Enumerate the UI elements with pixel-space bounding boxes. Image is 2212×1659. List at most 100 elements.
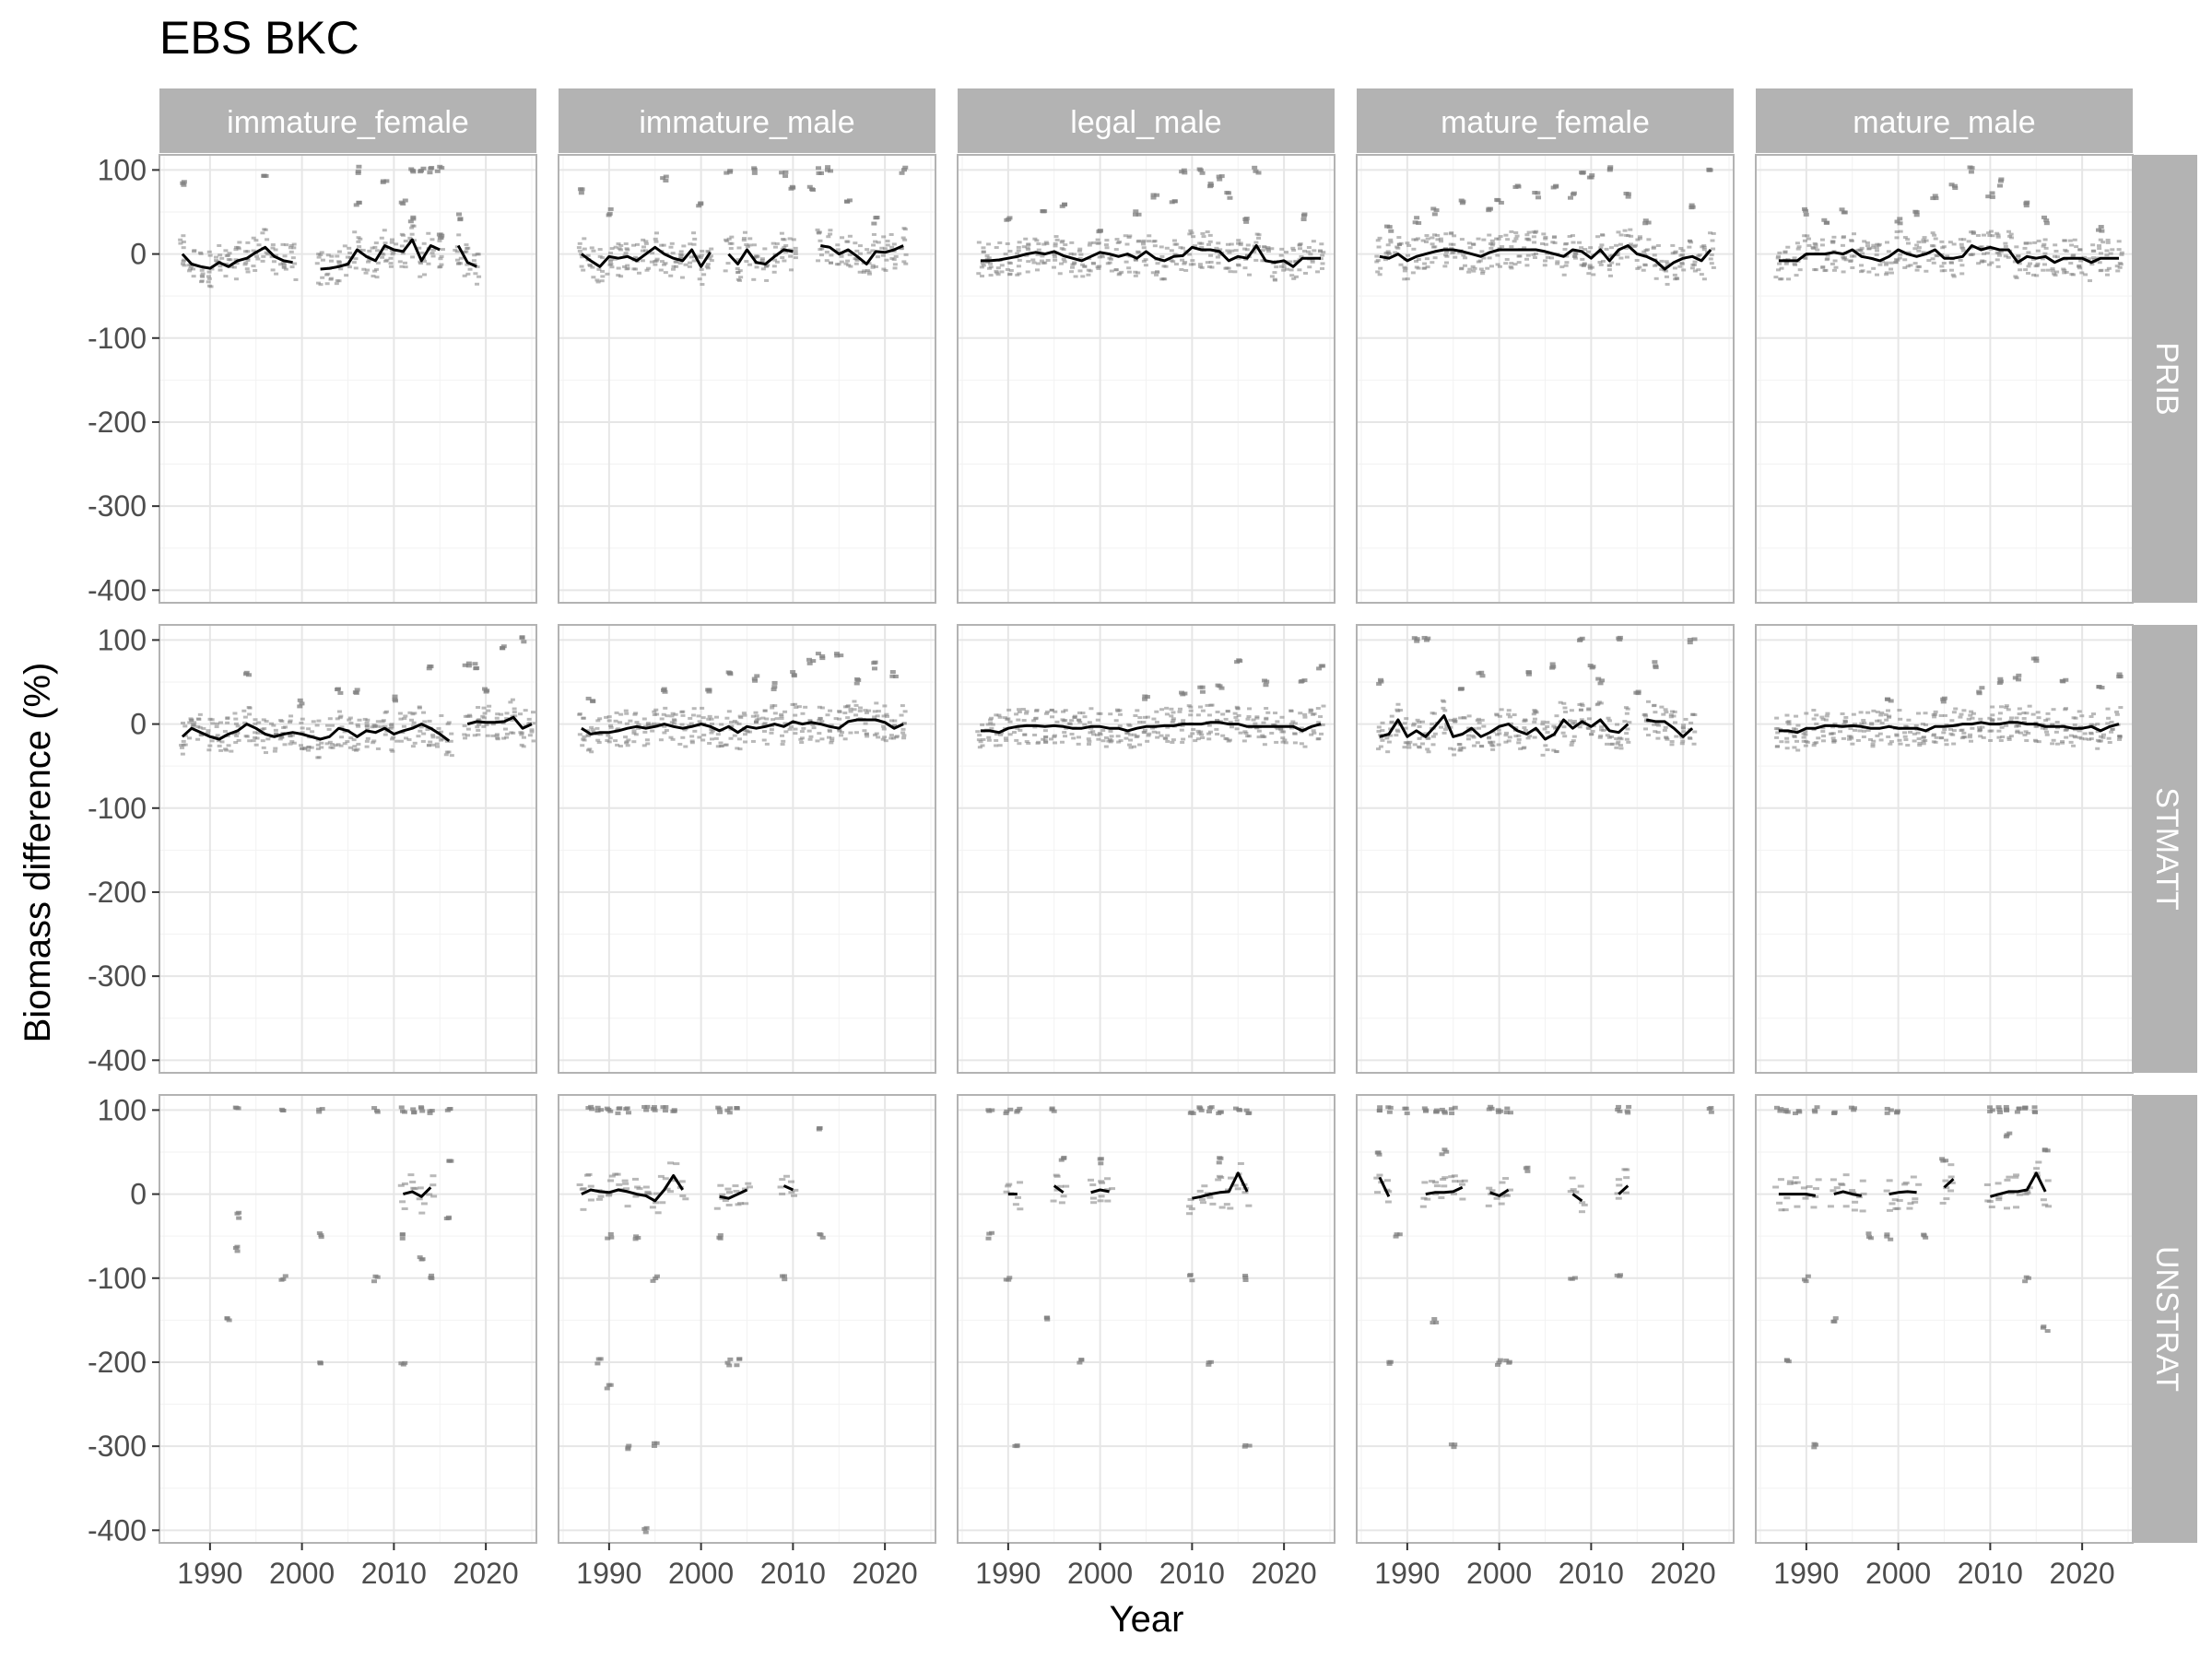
- scatter-point: [181, 182, 187, 187]
- scatter-point: [1794, 274, 1799, 277]
- scatter-point: [1086, 273, 1091, 276]
- panel-border: [1755, 624, 2134, 1074]
- scatter-point: [751, 277, 757, 281]
- scatter-point: [2003, 244, 2008, 248]
- scatter-point: [273, 248, 278, 252]
- scatter-point: [1479, 250, 1485, 253]
- scatter-point: [2021, 717, 2027, 721]
- scatter-point: [427, 664, 433, 668]
- scatter-point: [1535, 195, 1542, 200]
- scatter-point: [437, 239, 442, 242]
- scatter-point: [1051, 265, 1056, 269]
- scatter-point: [799, 730, 805, 734]
- scatter-point: [1099, 1181, 1106, 1184]
- scatter-point: [1007, 733, 1013, 736]
- mean-line: [1378, 1176, 1391, 1197]
- scatter-point: [2009, 236, 2015, 240]
- scatter-point: [724, 240, 730, 243]
- scatter-point: [371, 724, 377, 727]
- scatter-point: [334, 282, 339, 286]
- scatter-point: [425, 728, 430, 732]
- scatter-point: [1154, 193, 1160, 197]
- scatter-point: [653, 231, 659, 235]
- scatter-point: [1883, 263, 1888, 266]
- scatter-point: [2008, 719, 2014, 723]
- scatter-point: [352, 230, 358, 234]
- scatter-point: [1532, 256, 1537, 260]
- scatter-point: [475, 253, 480, 256]
- scatter-point: [1376, 747, 1382, 751]
- scatter-point: [2117, 735, 2123, 738]
- scatter-point: [1463, 256, 1468, 260]
- scatter-point: [1062, 260, 1067, 264]
- scatter-point: [1378, 266, 1383, 270]
- scatter-point: [1532, 241, 1537, 244]
- scatter-point: [1433, 1184, 1441, 1188]
- scatter-point: [1623, 191, 1630, 195]
- scatter-point: [1792, 256, 1797, 260]
- scatter-point: [1794, 739, 1800, 743]
- scatter-point: [1181, 737, 1186, 741]
- scatter-point: [819, 653, 826, 658]
- scatter-point: [428, 166, 434, 171]
- scatter-point: [1792, 1176, 1799, 1180]
- scatter-point: [825, 713, 830, 717]
- scatter-point: [1932, 715, 1937, 719]
- scatter-point: [848, 731, 853, 735]
- scatter-point: [283, 267, 288, 271]
- scatter-point: [817, 718, 822, 722]
- scatter-point: [1805, 1274, 1811, 1278]
- scatter-point: [337, 690, 344, 695]
- scatter-point: [1959, 712, 1964, 716]
- scatter-point: [2032, 241, 2038, 244]
- scatter-point: [1032, 733, 1038, 736]
- panel-prib-legal_male: [957, 154, 1335, 604]
- scatter-point: [373, 1109, 380, 1113]
- scatter-point: [2087, 257, 2092, 261]
- scatter-point: [382, 241, 388, 245]
- scatter-point: [531, 711, 536, 714]
- scatter-point: [618, 745, 623, 748]
- scatter-point: [411, 724, 417, 728]
- scatter-point: [989, 726, 994, 730]
- scatter-point: [1843, 258, 1849, 262]
- scatter-point: [1888, 271, 1894, 275]
- scatter-point: [1865, 728, 1871, 732]
- scatter-point: [1015, 1195, 1022, 1199]
- scatter-point: [1201, 235, 1206, 239]
- scatter-point: [1986, 1105, 1993, 1110]
- scatter-point: [1034, 239, 1040, 242]
- scatter-point: [1977, 728, 1983, 732]
- scatter-point: [1609, 261, 1615, 265]
- scatter-point: [1452, 1105, 1458, 1110]
- scatter-point: [1198, 730, 1204, 734]
- scatter-point: [595, 1197, 603, 1201]
- scatter-point: [865, 268, 870, 272]
- scatter-point: [1023, 237, 1029, 241]
- scatter-point: [2032, 1111, 2039, 1115]
- scatter-point: [608, 258, 614, 262]
- scatter-point: [512, 707, 517, 711]
- scatter-point: [654, 712, 660, 716]
- scatter-point: [1076, 742, 1081, 746]
- scatter-point: [1443, 261, 1449, 265]
- scatter-point: [1154, 710, 1159, 713]
- scatter-point: [988, 262, 994, 265]
- scatter-point: [181, 743, 186, 747]
- scatter-point: [892, 263, 898, 266]
- scatter-point: [1984, 252, 1990, 255]
- scatter-point: [256, 243, 262, 247]
- scatter-point: [1207, 182, 1214, 186]
- scatter-point: [1838, 1182, 1845, 1186]
- scatter-point: [1481, 238, 1487, 241]
- scatter-point: [1199, 171, 1206, 175]
- panel-border: [1755, 154, 2134, 604]
- scatter-point: [1127, 234, 1133, 238]
- scatter-point: [645, 742, 651, 746]
- scatter-point: [1215, 1178, 1222, 1182]
- x-tick-label: 2010: [361, 1557, 427, 1590]
- scatter-point: [289, 740, 295, 744]
- scatter-point: [884, 258, 889, 262]
- scatter-point: [1187, 1273, 1194, 1277]
- scatter-point: [1669, 710, 1675, 713]
